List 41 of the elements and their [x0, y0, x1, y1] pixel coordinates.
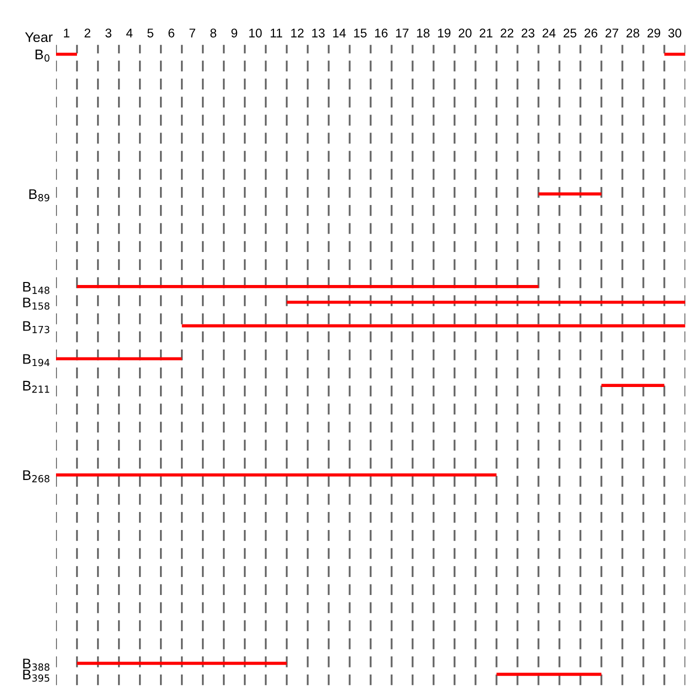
y-tick-label: B$_{268}$	[23, 470, 50, 482]
x-tick-label: 26	[584, 28, 598, 38]
x-tick-label: 23	[522, 28, 534, 38]
x-tick-label: 9	[231, 28, 238, 38]
x-tick-label: 5	[147, 28, 154, 38]
x-tick-label: 22	[500, 28, 514, 38]
y-tick-label: B$_{388}$	[23, 658, 50, 671]
x-tick-label: 15	[354, 28, 367, 38]
x-tick-label: 12	[291, 28, 304, 38]
x-tick-label: 6	[168, 28, 174, 38]
x-tick-label: 10	[249, 28, 262, 38]
y-tick-label: B$_{89}$	[29, 189, 50, 202]
x-tick-label: 29	[648, 28, 660, 38]
x-tick-label: 28	[626, 28, 640, 38]
x-tick-label: 18	[417, 28, 430, 38]
y-tick-label: B$_{194}$	[23, 354, 50, 366]
x-axis-title: Year	[25, 32, 53, 42]
x-tick-label: 14	[333, 28, 346, 38]
x-tick-label: 30	[668, 28, 682, 38]
y-tick-label: B$_{158}$	[23, 298, 50, 310]
x-tick-label: 20	[458, 28, 472, 38]
y-tick-label: B$_{0}$	[36, 50, 50, 62]
x-tick-label: 16	[375, 28, 388, 38]
x-tick-label: 8	[210, 28, 216, 38]
x-tick-label: 17	[396, 28, 408, 38]
x-tick-label: 4	[126, 28, 133, 38]
x-tick-label: 2	[84, 28, 90, 38]
y-tick-label: B$_{173}$	[23, 321, 50, 334]
x-tick-label: 13	[312, 28, 325, 38]
x-tick-label: 21	[480, 28, 492, 38]
y-tick-label: B$_{211}$	[23, 380, 50, 393]
x-tick-label: 1	[64, 28, 70, 38]
x-tick-label: 19	[438, 28, 450, 38]
y-tick-label: B$_{148}$	[23, 282, 50, 294]
x-tick-label: 11	[270, 28, 282, 38]
x-tick-label: 3	[105, 28, 112, 38]
x-tick-label: 24	[542, 28, 556, 38]
x-tick-label: 7	[190, 28, 196, 38]
x-tick-label: 25	[564, 28, 576, 38]
y-tick-label: B$_{395}$	[23, 670, 50, 682]
x-tick-label: 27	[606, 28, 618, 38]
